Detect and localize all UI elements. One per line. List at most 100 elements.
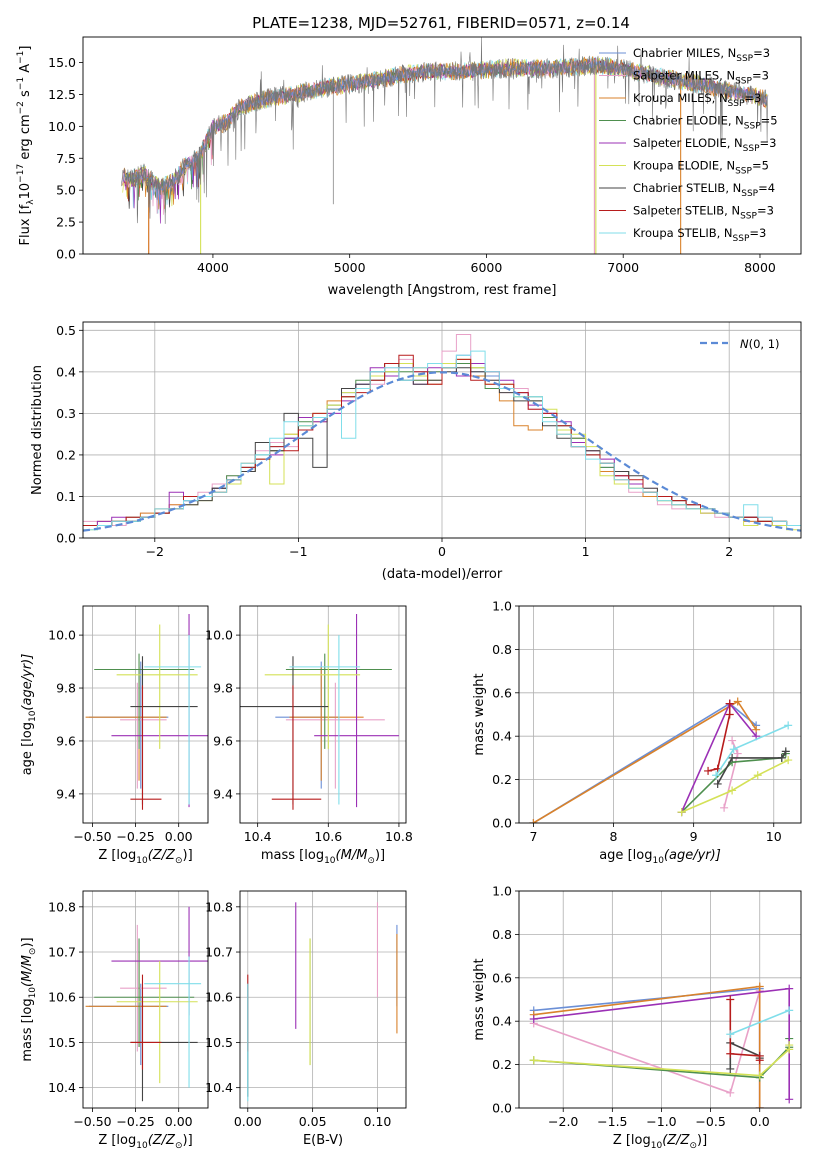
x-tick-label: 7 [529, 829, 537, 844]
legend-label: Kroupa STELIB, NSSP=3 [633, 226, 766, 244]
x-tick-label: 0.00 [165, 1114, 193, 1129]
y-tick-label: 10.8 [48, 899, 76, 914]
weight-series-marker [777, 753, 786, 762]
age-vs-metallicity-panel: −0.50 −0.25 0.009.49.69.810.0Z [log10(Z/Z⊙… [20, 605, 209, 866]
legend-label-part: SSP [744, 122, 761, 132]
x-axis-label-part: Z [log [613, 1133, 651, 1148]
weight-series-marker [712, 771, 721, 780]
x-tick-label: −0.50 [73, 1114, 111, 1129]
y-tick-label: 0.2 [56, 447, 76, 462]
y-tick-label: 0.0 [492, 1101, 512, 1116]
legend-label-part: Chabrier MILES, N [633, 46, 736, 60]
x-axis-label-part: 10 [324, 856, 336, 866]
x-axis-label-part: ⊙ [367, 856, 375, 866]
legend-label: Salpeter STELIB, NSSP=3 [633, 204, 774, 222]
x-axis-label-part: )] [183, 1133, 193, 1148]
x-tick-label: −0.5 [695, 1114, 725, 1129]
x-tick-label: 8000 [744, 260, 776, 275]
weight-series-marker [725, 699, 734, 708]
errorbar-point [130, 685, 162, 810]
x-axis-label-part: (Z/Z [148, 1133, 176, 1148]
weight-series-line [717, 750, 787, 785]
x-tick-label: −0.25 [116, 1114, 154, 1129]
figure-title: PLATE=1238, MJD=52761, FIBERID=0571, z=0… [252, 14, 630, 32]
weight-series-marker [784, 756, 793, 765]
weight-series-marker [726, 1030, 735, 1039]
legend-label-part: Chabrier STELIB, N [633, 181, 741, 195]
x-tick-label: −2 [146, 544, 164, 559]
errorbar-point [264, 624, 361, 749]
x-axis-label-part: )] [375, 848, 385, 863]
weight-series-marker [713, 779, 722, 788]
errorbar-plot-area [85, 613, 208, 810]
legend-label-part: Chabrier ELODIE, N [633, 114, 744, 128]
errorbar-point [130, 974, 162, 1070]
x-tick-label: −1 [289, 544, 307, 559]
x-tick-label: 9 [690, 829, 698, 844]
errorbar-point [89, 983, 169, 1066]
x-tick-label: −0.25 [116, 829, 154, 844]
y-tick-label: 0.0 [56, 531, 76, 546]
y-axis-label-part: ⊙ [28, 948, 38, 956]
x-tick-label: 0.10 [364, 1114, 392, 1129]
legend-label-part: =3 [757, 204, 774, 218]
x-tick-label: 10.6 [314, 829, 342, 844]
weight-series-line [533, 990, 761, 1108]
legend-label-part: SSP [735, 167, 752, 177]
y-tick-label: 9.6 [213, 733, 233, 748]
y-tick-label: 2.5 [56, 215, 76, 230]
legend-label-part: =3 [753, 46, 770, 60]
x-axis-label: wavelength [Angstrom, rest frame] [328, 283, 557, 298]
errorbar-point [116, 624, 198, 749]
y-tick-label: 9.8 [56, 681, 76, 696]
y-tick-label: 5.0 [56, 183, 76, 198]
legend-label-part: SSP [735, 77, 752, 87]
y-axis-label-part: −2 [16, 101, 26, 114]
y-tick-label: 0.6 [492, 685, 512, 700]
weight-series-marker [729, 745, 738, 754]
weight-series-marker [726, 995, 735, 1004]
weight-plot-area [529, 982, 794, 1108]
y-axis-label-part: erg cm [18, 114, 33, 163]
legend-label-part: =3 [752, 69, 769, 83]
weight-series-marker [529, 819, 538, 823]
weight-vs-metallicity-panel: −2.0 −1.5 −1.0 −0.5 0.0 0.0 0.2 0.4 0.6 0.8 1.0 Z [… [472, 884, 802, 1151]
errorbar-point [111, 906, 208, 1016]
y-tick-label: 10.5 [48, 1035, 76, 1050]
x-axis-label-part: ⊙ [689, 1141, 697, 1151]
x-axis-label-part: age [log [599, 848, 652, 863]
weight-series-marker [785, 1095, 794, 1104]
weight-series-line [681, 759, 789, 813]
x-axis-label-part: (Z/Z [662, 1133, 690, 1148]
y-tick-label: 0.4 [492, 1014, 512, 1029]
y-tick-label: 1.0 [492, 599, 512, 614]
y-axis-label: mass weight [472, 673, 487, 755]
y-axis-label-part: 10 [28, 987, 38, 999]
x-axis-label-part: 10 [651, 1141, 663, 1151]
x-axis-label-part: Z [log [98, 1133, 136, 1148]
x-tick-label: 0.0 [750, 1114, 770, 1129]
y-tick-label: 10.6 [205, 990, 233, 1005]
weight-series-marker [720, 803, 729, 812]
errorbar-point [144, 635, 202, 805]
errorbar-point [85, 952, 167, 1047]
weight-series-marker [726, 1088, 735, 1097]
y-tick-label: 1.0 [492, 884, 512, 899]
legend-label-part: SSP [733, 234, 750, 244]
y-tick-label: 7.5 [56, 151, 76, 166]
y-axis-label: Flux [fλ10−17 erg cm−2 s−1 A−1] [16, 46, 36, 246]
legend-label: N(0, 1) [740, 337, 780, 351]
y-tick-label: 9.4 [56, 786, 76, 801]
y-axis-label-part: −1 [16, 51, 26, 64]
weight-series-marker [726, 1049, 735, 1058]
spectrum-panel: 4000 5000 6000 7000 8000 0.0 2.5 5.0 7.5 10.0 12.5… [16, 36, 802, 298]
axes-frame [518, 890, 802, 1109]
weight-series-marker [784, 721, 793, 730]
x-tick-label: 0 [438, 544, 446, 559]
weight-series-marker [725, 710, 734, 719]
x-tick-label: 0.05 [299, 1114, 327, 1129]
x-axis-label: (data-model)/error [382, 567, 503, 582]
x-axis-label-part: 10 [136, 1141, 148, 1151]
x-axis-label: age [log10(age/yr)] [599, 848, 721, 866]
